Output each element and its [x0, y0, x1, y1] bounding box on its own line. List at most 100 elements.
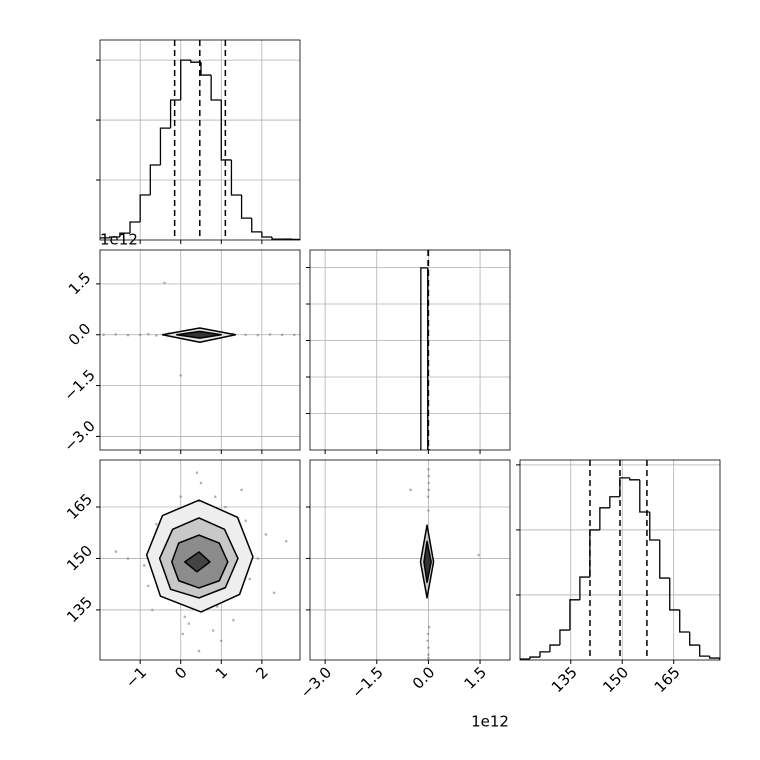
contour: [184, 551, 211, 573]
histogram-bin: [200, 62, 212, 76]
sample-point: [427, 474, 431, 478]
sample-point: [280, 333, 284, 337]
sample-point: [264, 533, 268, 536]
sample-point: [213, 495, 217, 499]
sample-point: [244, 519, 247, 523]
histogram-bin: [291, 238, 300, 240]
sample-point: [142, 564, 146, 567]
panel: −3.0 −1.5 0.0 1.5 1e12: [297, 459, 511, 731]
x-tick-label: 0: [171, 663, 190, 682]
sample-point: [163, 281, 166, 285]
histogram-bin: [100, 237, 110, 240]
histogram-bin: [599, 507, 610, 530]
histogram-bin: [271, 237, 283, 240]
sample-point: [426, 639, 430, 643]
histogram-bin: [589, 529, 600, 578]
sample-point: [102, 333, 105, 337]
sample-point: [293, 333, 296, 337]
histogram-bin: [679, 609, 690, 633]
panel: 135 150 165: [516, 459, 721, 696]
histogram-bin: [129, 221, 141, 234]
sample-point: [240, 488, 243, 492]
contour: [175, 330, 223, 339]
sample-point: [256, 557, 260, 560]
x-tick-label: 165: [651, 663, 684, 696]
contour: [423, 540, 432, 584]
sample-point: [426, 632, 430, 636]
sample-point: [427, 467, 430, 471]
sample-point: [477, 553, 480, 557]
sample-point: [427, 488, 431, 492]
panel-frame: [99, 459, 301, 661]
sample-point: [155, 334, 158, 337]
sample-point: [126, 557, 130, 560]
y-tick-label: −1.5: [60, 366, 98, 404]
sample-point: [272, 591, 276, 595]
histogram-bin: [190, 60, 202, 63]
sample-point: [224, 505, 227, 509]
sample-point: [155, 522, 158, 526]
plot-area: [310, 250, 510, 450]
sample-point: [219, 639, 223, 643]
histogram-bin: [549, 644, 560, 652]
y-tick-label: 0.0: [65, 320, 95, 350]
sample-point: [427, 481, 431, 485]
axis-offset-label: 1e12: [100, 231, 138, 249]
histogram-bin: [420, 267, 428, 450]
histogram-bin: [629, 477, 640, 481]
histogram-bin: [559, 629, 570, 646]
sample-point: [181, 632, 185, 636]
histogram-bin: [689, 632, 700, 646]
histogram-bin: [699, 645, 710, 657]
histogram-bin: [649, 512, 660, 541]
histogram-bin: [609, 496, 620, 508]
axis-offset-label: 1e12: [471, 713, 509, 731]
histogram-bin: [619, 477, 630, 497]
histogram-bin: [251, 218, 262, 233]
histogram-bin: [210, 75, 222, 101]
histogram-bin: [230, 159, 242, 196]
sample-point: [179, 374, 183, 377]
y-tick-label: 165: [63, 490, 96, 523]
histogram-bin: [159, 127, 171, 166]
sample-point: [126, 333, 130, 337]
histogram-bin: [180, 59, 191, 100]
sample-point: [232, 618, 235, 622]
y-tick-label: 1.5: [65, 269, 95, 299]
sample-point: [179, 495, 183, 499]
plot-area: [520, 460, 720, 660]
sample-point: [138, 333, 142, 337]
y-tick-label: 135: [63, 593, 96, 626]
panel: −3.0 −1.5 0.0 1.5 1e12: [60, 231, 301, 455]
sample-point: [211, 629, 215, 632]
histogram-bin: [240, 195, 252, 219]
sample-point: [199, 481, 203, 485]
plot-area: [100, 460, 300, 660]
histogram-bin: [539, 651, 550, 658]
x-tick-label: 150: [599, 663, 632, 696]
sample-point: [256, 333, 260, 337]
sample-point: [244, 333, 247, 337]
histogram-bin: [149, 164, 161, 196]
sample-point: [195, 471, 199, 474]
panel-frame: [99, 39, 301, 241]
histogram-bin: [109, 236, 120, 238]
histogram-bin: [520, 658, 530, 660]
x-tick-label: −1: [122, 663, 150, 691]
plot-area: [310, 460, 510, 660]
sample-point: [268, 333, 272, 336]
sample-point: [187, 622, 191, 625]
x-tick-label: 1: [212, 663, 231, 682]
panel-frame: [309, 459, 511, 661]
sample-point: [248, 577, 251, 581]
panel: −1 0 1 2 135 150 165: [63, 459, 301, 692]
sample-point: [114, 333, 118, 336]
x-tick-label: −3.0: [297, 663, 335, 701]
sample-point: [409, 488, 412, 492]
x-tick-label: 135: [548, 663, 581, 696]
sample-point: [215, 605, 219, 608]
histogram-bin: [659, 540, 670, 579]
x-tick-label: 1.5: [460, 663, 490, 693]
sample-point: [151, 608, 154, 612]
